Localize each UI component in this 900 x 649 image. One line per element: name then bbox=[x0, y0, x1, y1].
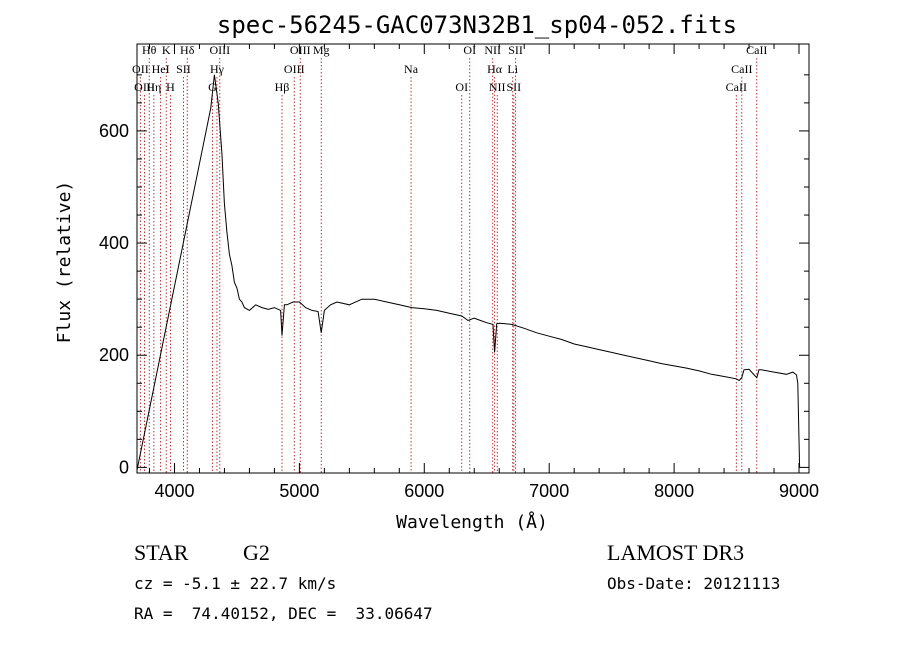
spectral-line-label: SII bbox=[176, 62, 191, 76]
spectral-line-label: Hβ bbox=[275, 80, 290, 94]
survey-name: LAMOST DR3 bbox=[607, 540, 745, 565]
spectral-line-label: K bbox=[162, 43, 171, 57]
spectral-line-label: Hγ bbox=[210, 62, 225, 76]
spectral-line-label: Hη bbox=[146, 80, 161, 94]
plot-area: HθOIIOIIIKHeIHηHδSIIHOIIIHγGOIIIOIIIHβMg… bbox=[99, 43, 819, 501]
x-axis-label: Wavelength (Å) bbox=[396, 511, 548, 533]
spectral-line-label: CaII bbox=[726, 80, 747, 94]
spectral-line-label: Hα bbox=[487, 62, 503, 76]
spectral-line-label: Hθ bbox=[142, 43, 157, 57]
spectral-line-label: HeI bbox=[152, 62, 170, 76]
y-tick-label: 0 bbox=[119, 457, 129, 477]
spectral-line-label: CaII bbox=[746, 43, 767, 57]
spectral-line-label: SII bbox=[507, 80, 522, 94]
chart-title: spec-56245-GAC073N32B1_sp04-052.fits bbox=[217, 11, 737, 39]
spectral-line-label: H bbox=[166, 80, 175, 94]
x-tick-label: 7000 bbox=[529, 481, 569, 501]
y-tick-label: 600 bbox=[99, 121, 129, 141]
spectral-line-label: OI bbox=[455, 80, 468, 94]
spectral-line-label: CaII bbox=[731, 62, 752, 76]
x-tick-label: 8000 bbox=[654, 481, 694, 501]
spectral-line-label: Na bbox=[404, 62, 419, 76]
spectral-line-label: OIII bbox=[209, 43, 230, 57]
spectrum-line bbox=[136, 74, 801, 471]
spectral-line-label: NII bbox=[484, 43, 501, 57]
spectral-line-label: OIII bbox=[290, 43, 311, 57]
spectral-line-label: SII bbox=[508, 43, 523, 57]
spectral-line-label: OIII bbox=[284, 62, 305, 76]
spectral-line-label: OIII bbox=[134, 80, 155, 94]
observation-date: Obs-Date: 20121113 bbox=[607, 574, 781, 593]
spectral-line-label: Li bbox=[507, 62, 518, 76]
spectral-line-label: Mg bbox=[313, 43, 330, 57]
ra-dec-coordinates: RA = 74.40152, DEC = 33.06647 bbox=[134, 604, 433, 623]
spectral-line-label: NII bbox=[489, 80, 506, 94]
x-tick-label: 9000 bbox=[779, 481, 819, 501]
redshift-cz: cz = -5.1 ± 22.7 km/s bbox=[134, 574, 337, 593]
plot-frame bbox=[136, 43, 810, 474]
x-tick-label: 5000 bbox=[279, 481, 319, 501]
x-tick-label: 4000 bbox=[154, 481, 194, 501]
y-tick-label: 200 bbox=[99, 345, 129, 365]
spectral-line-label: OI bbox=[463, 43, 476, 57]
spectral-line-label: Hδ bbox=[180, 43, 195, 57]
x-tick-label: 6000 bbox=[404, 481, 444, 501]
y-axis-label: Flux (relative) bbox=[54, 181, 75, 344]
y-tick-label: 400 bbox=[99, 233, 129, 253]
object-class: STAR bbox=[134, 540, 189, 565]
object-subclass: G2 bbox=[243, 540, 270, 565]
spectral-line-label: OII bbox=[132, 62, 149, 76]
